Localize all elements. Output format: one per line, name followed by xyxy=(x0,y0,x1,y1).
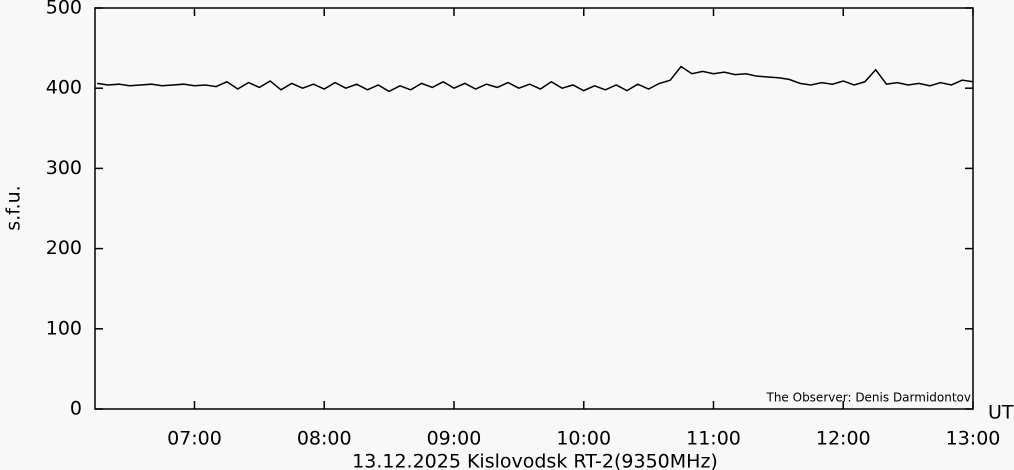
y-tick-label: 400 xyxy=(46,77,82,99)
y-tick-label: 100 xyxy=(46,317,82,339)
y-tick-label: 0 xyxy=(70,398,82,420)
x-tick-label: 09:00 xyxy=(427,428,482,450)
annotation: The Observer: Denis Darmidontov xyxy=(765,391,971,405)
y-tick-label: 500 xyxy=(46,0,82,19)
data-line xyxy=(97,65,974,93)
chart-title: 13.12.2025 Kislovodsk RT-2(9350MHz) xyxy=(352,451,718,470)
y-tick-label: 200 xyxy=(46,237,82,259)
x-tick-label: 08:00 xyxy=(297,428,352,450)
x-axis-label: UT xyxy=(988,402,1014,424)
x-tick-label: 12:00 xyxy=(816,428,871,450)
y-axis-label: s.f.u. xyxy=(3,185,25,230)
x-tick-label: 10:00 xyxy=(556,428,611,450)
plot-frame xyxy=(94,7,974,410)
x-tick-label: 11:00 xyxy=(686,428,741,450)
x-tick-label: 13:00 xyxy=(946,428,1001,450)
x-tick-label: 07:00 xyxy=(167,428,222,450)
y-tick-label: 300 xyxy=(46,157,82,179)
